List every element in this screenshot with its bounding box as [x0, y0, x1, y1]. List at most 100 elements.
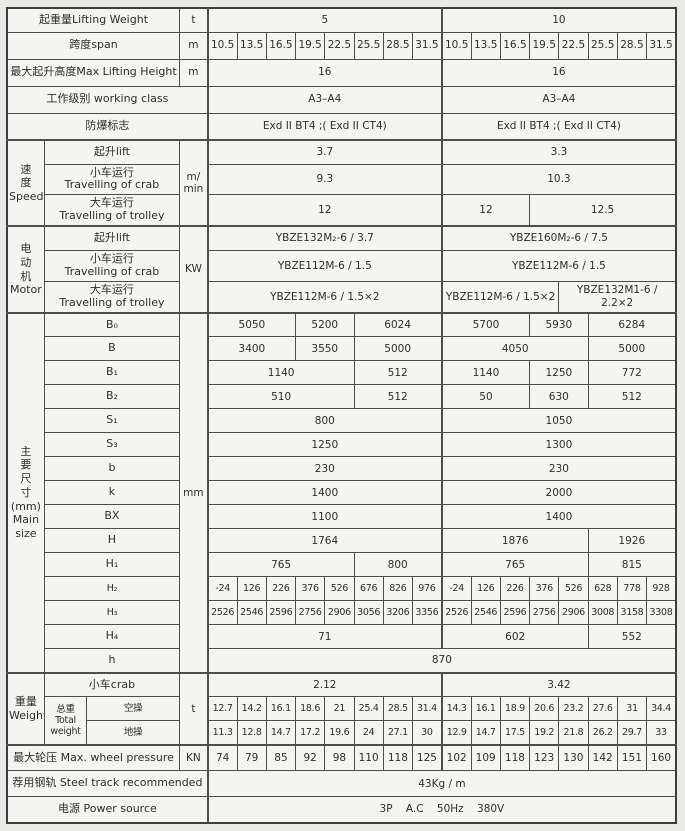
- value-cell: 12.8: [236, 720, 267, 746]
- row-dim-H2: H₂ -24 126 226 376 526 676 826 976 -24 126 226 376 52…: [7, 576, 677, 602]
- label-explosion-proof: 防爆标志: [6, 112, 209, 141]
- row-dim-H1: H₁ 765 800 765 815: [7, 552, 677, 578]
- value-cell: 800: [353, 552, 443, 578]
- value-cell: 2596: [265, 600, 297, 626]
- row-dim-B1: B₁ 1140 512 1140 1250 772: [7, 360, 677, 386]
- value-cell: 2000: [440, 480, 677, 506]
- value-cell: 928: [646, 576, 677, 602]
- value-cell: 12.7: [206, 696, 238, 722]
- value-cell: 765: [206, 552, 355, 578]
- label-total-weight: 总重 Total weight: [43, 696, 88, 746]
- value-cell: 3356: [412, 600, 443, 626]
- value-cell: 31.4: [412, 696, 443, 722]
- value-cell: 376: [295, 576, 326, 602]
- value-cell: 109: [470, 743, 501, 772]
- value-cell: 2596: [499, 600, 531, 626]
- group-label-weight: 重量 Weight: [6, 671, 45, 746]
- row-dim-BX: BX 1100 1400: [7, 504, 677, 530]
- row-motor-trolley: 大车运行 Travelling of trolley YBZE112M-6 / 1…: [7, 280, 677, 314]
- value-cell: 79: [236, 743, 267, 772]
- unit-wheel-pressure: KN: [179, 743, 209, 772]
- value-cell: 10.5: [440, 31, 472, 60]
- value-cell: 4050: [440, 336, 589, 362]
- value-cell: 16: [440, 58, 677, 87]
- value-cell: A3–A4: [440, 85, 677, 114]
- value-cell: 1300: [440, 432, 677, 458]
- label-ground-operated: 地操: [86, 720, 181, 746]
- value-cell: 11.3: [206, 720, 238, 746]
- label-lifting-weight: 起重量Lifting Weight: [6, 7, 181, 33]
- value-cell: 43Kg / m: [206, 770, 677, 798]
- value-cell: 19.2: [529, 720, 560, 746]
- value-cell: 71: [206, 624, 443, 650]
- value-cell: 230: [440, 456, 677, 482]
- value-cell: 3056: [353, 600, 384, 626]
- label-max-lifting-height: 最大起升高度Max Lifting Height: [6, 58, 181, 87]
- row-motor-crab: 小车运行 Travelling of crab YBZE112M-6 / 1.5 Y…: [7, 249, 677, 282]
- value-cell: 1140: [206, 360, 355, 386]
- value-cell: 19.5: [529, 31, 560, 60]
- label-b: b: [43, 456, 181, 482]
- value-cell: 778: [616, 576, 648, 602]
- unit-motor: KW: [179, 225, 209, 314]
- value-cell: 74: [206, 743, 238, 772]
- value-cell: 5000: [587, 336, 677, 362]
- value-cell: 10.5: [206, 31, 238, 60]
- value-cell: 34.4: [646, 696, 677, 722]
- value-cell: 50: [440, 384, 531, 410]
- value-cell: 13.5: [236, 31, 267, 60]
- value-cell: 2546: [470, 600, 501, 626]
- value-cell: 16.5: [265, 31, 297, 60]
- label-S1: S₁: [43, 408, 181, 434]
- row-dim-b: b 230 230: [7, 456, 677, 482]
- label-motor-lift: 起升lift: [43, 225, 181, 251]
- value-cell: Exd II BT4 ;( Exd II CT4): [440, 112, 677, 141]
- value-cell: Exd II BT4 ;( Exd II CT4): [206, 112, 443, 141]
- row-max-lifting-height: 最大起升高度Max Lifting Height m 16 16: [6, 58, 677, 87]
- value-cell: 31.5: [412, 31, 443, 60]
- value-cell: 28.5: [382, 31, 414, 60]
- value-cell: 25.4: [353, 696, 384, 722]
- row-explosion-proof-mark: 防爆标志 Exd II BT4 ;( Exd II CT4) Exd II BT4 …: [6, 112, 677, 141]
- value-cell: 18.9: [499, 696, 531, 722]
- value-cell: 130: [558, 743, 589, 772]
- label-B0: B₀: [43, 311, 181, 338]
- value-cell: 28.5: [616, 31, 648, 60]
- value-cell: 512: [587, 384, 677, 410]
- value-cell: 5000: [353, 336, 443, 362]
- row-dim-H4: H₄ 71 602 552: [7, 624, 677, 650]
- value-cell: 826: [382, 576, 414, 602]
- group-label-main-size: 主 要 尺 寸 (mm) Main size: [6, 311, 45, 674]
- row-dim-B0: 主 要 尺 寸 (mm) Main size B₀ mm 5050 5200 6024 57…: [6, 311, 677, 674]
- label-span: 跨度span: [6, 31, 181, 60]
- value-cell: 526: [558, 576, 589, 602]
- value-cell: 1250: [529, 360, 589, 386]
- value-cell: 1100: [206, 504, 443, 530]
- label-H4: H₄: [43, 624, 181, 650]
- row-dim-H: H 1764 1876 1926: [7, 528, 677, 554]
- value-cell: 1250: [206, 432, 443, 458]
- row-dim-S3: S₃ 1250 1300: [7, 432, 677, 458]
- row-power-source: 电源 Power source 3P A.C 50Hz 380V: [6, 796, 677, 824]
- value-cell: 1876: [440, 528, 589, 554]
- crane-specification-table: 起重量Lifting Weight t 5 10 跨度span m 10.5 13.5 16.5…: [6, 7, 677, 824]
- value-cell: 1400: [440, 504, 677, 530]
- value-cell: YBZE112M-6 / 1.5: [206, 249, 443, 282]
- label-steel-track: 荐用钢轨 Steel track recommended: [6, 770, 209, 798]
- row-weight-crab: 重量 Weight 小车crab t 2.12 3.42: [6, 671, 677, 746]
- spec-table-body: 起重量Lifting Weight t 5 10 跨度span m 10.5 13.5 16.5…: [6, 7, 677, 824]
- value-cell: YBZE112M-6 / 1.5×2: [206, 280, 443, 314]
- group-label-speed: 速 度 Speed: [6, 138, 45, 227]
- value-cell: 9.3: [206, 163, 443, 196]
- label-k: k: [43, 480, 181, 506]
- value-cell: 628: [587, 576, 618, 602]
- value-cell: 602: [440, 624, 589, 650]
- value-cell: 12: [206, 194, 443, 227]
- unit-span: m: [179, 31, 209, 60]
- value-cell: A3–A4: [206, 85, 443, 114]
- value-cell: 24: [353, 720, 384, 746]
- row-dim-S1: S₁ 800 1050: [7, 408, 677, 434]
- value-cell: 5200: [295, 311, 355, 338]
- value-cell: 870: [206, 648, 677, 674]
- value-cell: 1050: [440, 408, 677, 434]
